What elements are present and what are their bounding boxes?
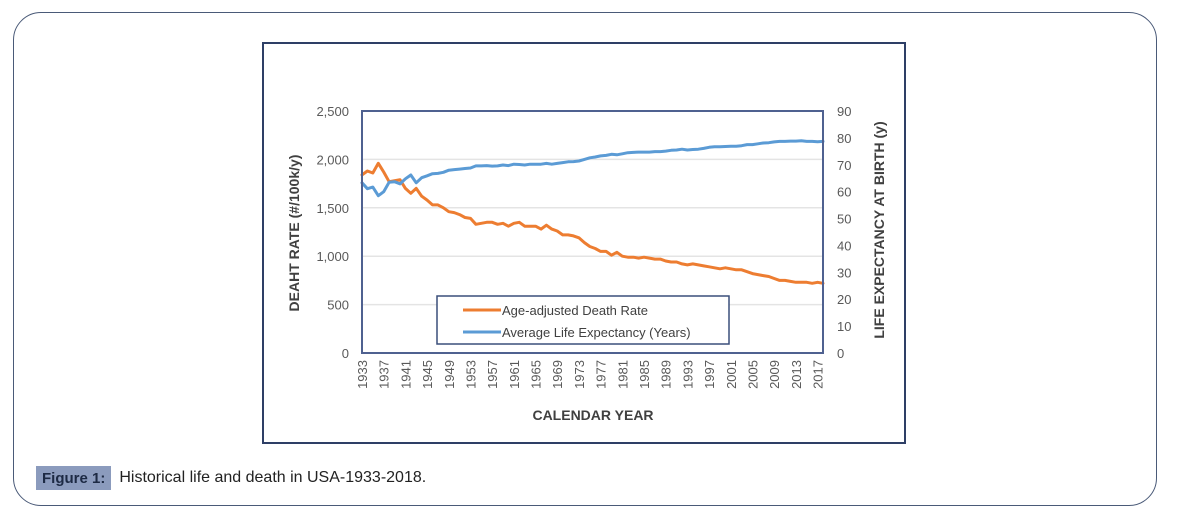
x-tick-label: 1953 — [463, 360, 478, 389]
y-right-tick-label: 0 — [837, 346, 844, 361]
y-right-tick-label: 10 — [837, 319, 851, 334]
x-tick-label: 1937 — [377, 360, 392, 389]
x-axis-ticks: 1933 1937 1941 1945 1949 1953 1957 1961 1965 1969… — [355, 360, 826, 389]
series-line-life-expectancy — [360, 139, 825, 198]
x-tick-label: 1957 — [485, 360, 500, 389]
legend-box — [436, 295, 730, 345]
x-tick-label: 2013 — [789, 360, 804, 389]
legend-label-life-expectancy: Average Life Expectancy (Years) — [502, 325, 691, 340]
gridlines — [362, 110, 823, 306]
x-tick-label: 1961 — [507, 360, 522, 389]
y-right-tick-label: 50 — [837, 212, 851, 227]
x-tick-label: 1933 — [355, 360, 370, 389]
legend-label-death-rate: Age-adjusted Death Rate — [502, 303, 648, 318]
y-left-tick-label: 1,000 — [316, 249, 349, 264]
legend: Age-adjusted Death Rate Average Life Exp… — [436, 295, 730, 345]
x-tick-label: 1985 — [637, 360, 652, 389]
y-right-tick-label: 60 — [837, 185, 851, 200]
x-tick-label: 1969 — [550, 360, 565, 389]
x-tick-label: 1945 — [420, 360, 435, 389]
series-lines — [360, 139, 825, 285]
y-right-tick-label: 20 — [837, 292, 851, 307]
y-left-tick-label: 1,500 — [316, 201, 349, 216]
y-axis-right-title: LIFE EXPECTANCY AT BIRTH (y) — [871, 121, 887, 338]
caption-label: Figure 1: — [36, 466, 112, 490]
x-tick-label: 1993 — [680, 360, 695, 389]
figure-caption: Figure 1: Historical life and death in U… — [36, 466, 426, 490]
y-right-tick-label: 70 — [837, 158, 851, 173]
plot-area-border — [361, 110, 824, 354]
x-tick-label: 2001 — [724, 360, 739, 389]
series-line-death-rate — [360, 161, 825, 285]
caption-text: Historical life and death in USA-1933-20… — [119, 469, 427, 486]
y-right-tick-label: 40 — [837, 238, 851, 253]
x-tick-label: 1973 — [572, 360, 587, 389]
x-axis-title: CALENDAR YEAR — [532, 407, 653, 423]
y-right-tick-label: 90 — [837, 104, 851, 119]
x-tick-label: 1989 — [659, 360, 674, 389]
x-tick-label: 1977 — [594, 360, 609, 389]
x-tick-label: 1941 — [398, 360, 413, 389]
y-left-tick-label: 2,000 — [316, 152, 349, 167]
y-axis-left-ticks: 0 500 1,000 1,500 2,000 2,500 — [316, 104, 349, 361]
x-tick-label: 1997 — [702, 360, 717, 389]
x-tick-label: 2005 — [745, 360, 760, 389]
y-left-tick-label: 2,500 — [316, 104, 349, 119]
x-tick-label: 1981 — [615, 360, 630, 389]
y-right-tick-label: 30 — [837, 265, 851, 280]
y-left-tick-label: 0 — [342, 346, 349, 361]
x-tick-label: 2017 — [811, 360, 826, 389]
y-left-tick-label: 500 — [327, 298, 349, 313]
y-right-tick-label: 80 — [837, 131, 851, 146]
x-tick-label: 1949 — [442, 360, 457, 389]
y-axis-left-title: DEAHT RATE (#/100k/y) — [286, 155, 302, 312]
y-axis-right-ticks: 0 10 20 30 40 50 60 70 80 90 — [837, 104, 851, 361]
x-tick-label: 1965 — [529, 360, 544, 389]
x-tick-label: 2009 — [767, 360, 782, 389]
